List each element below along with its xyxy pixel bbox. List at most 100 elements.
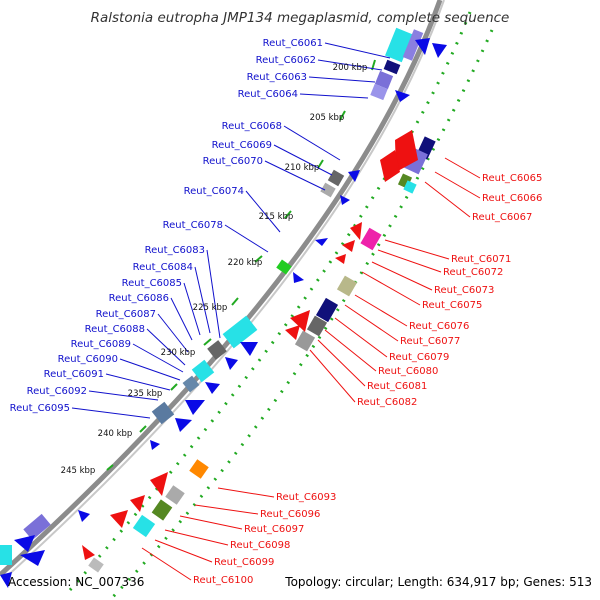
gene-label: Reut_C6086 bbox=[109, 293, 169, 304]
gene-leader-line bbox=[157, 313, 189, 353]
gene-leader-line bbox=[71, 407, 151, 419]
gene-labels: Reut_C6061 Reut_C6062 Reut_C6063 Reut_C6064… bbox=[10, 38, 543, 586]
gene-leader-line bbox=[224, 224, 269, 253]
gene-leader-line bbox=[334, 317, 388, 358]
gene-leader-line bbox=[154, 539, 213, 563]
gene-label: Reut_C6080 bbox=[378, 366, 438, 377]
gene-leader-line bbox=[384, 239, 450, 260]
gene-leader-line bbox=[119, 358, 181, 381]
gene-leader-line bbox=[88, 390, 159, 401]
gene-leader-line bbox=[146, 328, 186, 366]
gene-leader-line bbox=[354, 294, 408, 327]
gene-label: Reut_C6073 bbox=[434, 285, 494, 296]
gene-label: Reut_C6099 bbox=[214, 557, 274, 568]
scale-ticks bbox=[106, 59, 376, 471]
gene-label: Reut_C6095 bbox=[10, 403, 70, 414]
scale-tick-label: 230 kbp bbox=[161, 348, 196, 358]
map-title: Ralstonia eutropha JMP134 megaplasmid, c… bbox=[91, 10, 510, 26]
backbone-arc-shade bbox=[3, 0, 445, 580]
gene-leader-line bbox=[206, 249, 221, 339]
topology-text: Topology: circular; Length: 634,917 bp; … bbox=[284, 575, 592, 589]
gene-leader-line bbox=[217, 487, 275, 498]
scale-tick-labels: 200 kbp 205 kbp 210 kbp 215 kbp 220 kbp 225 k… bbox=[61, 63, 368, 476]
gene-label: Reut_C6062 bbox=[256, 55, 316, 66]
gene-leader-line bbox=[299, 93, 369, 99]
gene-leader-line bbox=[317, 59, 383, 71]
forward-features bbox=[0, 27, 447, 588]
scale-tick-label: 200 kbp bbox=[333, 63, 368, 73]
gene-leader-line bbox=[324, 329, 377, 372]
gene-label: Reut_C6061 bbox=[263, 38, 323, 49]
gene-label: Reut_C6098 bbox=[230, 540, 290, 551]
scale-tick-label: 225 kbp bbox=[193, 303, 228, 313]
gene-label: Reut_C6082 bbox=[357, 397, 417, 408]
gene-leader-line bbox=[245, 190, 281, 233]
gene-leader-line bbox=[164, 529, 229, 546]
gene-label: Reut_C6071 bbox=[451, 254, 511, 265]
gene-leader-line bbox=[377, 249, 442, 273]
scale-tick-label: 245 kbp bbox=[61, 466, 96, 476]
gene-leader-line bbox=[444, 157, 481, 179]
gene-label: Reut_C6097 bbox=[244, 524, 304, 535]
gene-label: Reut_C6074 bbox=[184, 186, 244, 197]
gene-label: Reut_C6096 bbox=[260, 509, 320, 520]
gene-label: Reut_C6092 bbox=[27, 386, 87, 397]
reverse-features bbox=[82, 130, 436, 573]
gene-leader-line bbox=[434, 171, 481, 199]
gene-label: Reut_C6067 bbox=[472, 212, 532, 223]
gene-leader-line bbox=[273, 144, 333, 176]
gene-label: Reut_C6088 bbox=[85, 324, 145, 335]
gene-leader-line bbox=[179, 515, 243, 530]
gene-label: Reut_C6076 bbox=[409, 321, 469, 332]
gene-leader-line bbox=[324, 42, 391, 59]
scale-tick-label: 220 kbp bbox=[228, 258, 263, 268]
gene-leaders bbox=[71, 42, 481, 581]
gene-label: Reut_C6089 bbox=[71, 339, 131, 350]
scale-tick-label: 240 kbp bbox=[98, 429, 133, 439]
gene-label: Reut_C6091 bbox=[44, 369, 104, 380]
gene-label: Reut_C6093 bbox=[276, 492, 336, 503]
gene-leader-line bbox=[308, 76, 376, 83]
gene-label: Reut_C6090 bbox=[58, 354, 118, 365]
gene-leader-line bbox=[371, 261, 433, 291]
gene-label: Reut_C6084 bbox=[133, 262, 193, 273]
gene-label: Reut_C6100 bbox=[193, 575, 253, 586]
gene-label: Reut_C6066 bbox=[482, 193, 542, 204]
gene-leader-line bbox=[141, 547, 192, 581]
gene-label: Reut_C6072 bbox=[443, 267, 503, 278]
gene-label: Reut_C6087 bbox=[96, 309, 156, 320]
gene-label: Reut_C6070 bbox=[203, 156, 263, 167]
gene-label: Reut_C6079 bbox=[389, 352, 449, 363]
gc-track-inner bbox=[108, 29, 494, 600]
gene-leader-line bbox=[283, 125, 341, 161]
gene-leader-line bbox=[344, 304, 399, 342]
gene-leader-line bbox=[309, 349, 356, 403]
gene-leader-line bbox=[424, 181, 471, 218]
scale-tick-label: 235 kbp bbox=[128, 389, 163, 399]
gene-label: Reut_C6064 bbox=[238, 89, 298, 100]
scale-tick-label: 205 kbp bbox=[310, 113, 345, 123]
gene-label: Reut_C6083 bbox=[145, 245, 205, 256]
gene-label: Reut_C6065 bbox=[482, 173, 542, 184]
gene-label: Reut_C6068 bbox=[222, 121, 282, 132]
backbone-arc bbox=[0, 0, 443, 577]
gene-leader-line bbox=[361, 271, 421, 306]
gene-label: Reut_C6077 bbox=[400, 336, 460, 347]
gene-label: Reut_C6069 bbox=[212, 140, 272, 151]
gene-label: Reut_C6063 bbox=[247, 72, 307, 83]
gene-leader-line bbox=[194, 266, 211, 334]
scale-tick-label: 215 kbp bbox=[259, 212, 294, 222]
gene-label: Reut_C6075 bbox=[422, 300, 482, 311]
accession-text: Accession: NC_007336 bbox=[8, 575, 144, 589]
gene-leader-line bbox=[264, 160, 326, 191]
gene-leader-line bbox=[170, 297, 193, 341]
gene-leader-line bbox=[105, 373, 171, 391]
gene-leader-line bbox=[317, 339, 366, 387]
gene-label: Reut_C6085 bbox=[122, 278, 182, 289]
scale-tick-label: 210 kbp bbox=[285, 163, 320, 173]
gene-label: Reut_C6081 bbox=[367, 381, 427, 392]
gene-leader-line bbox=[132, 343, 184, 373]
gene-leader-line bbox=[183, 282, 201, 336]
gene-leader-line bbox=[194, 504, 259, 515]
